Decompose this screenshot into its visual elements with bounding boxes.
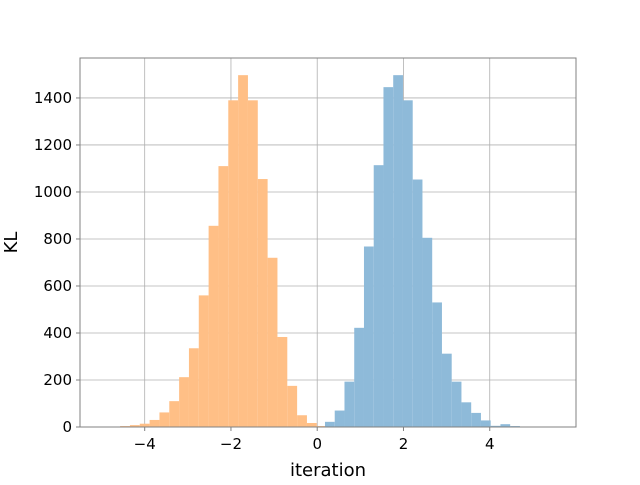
y-tick-label: 0 [62, 418, 72, 436]
x-tick-label: 2 [399, 435, 409, 453]
histogram-bar-series-1 [199, 295, 209, 427]
x-axis-label: iteration [290, 460, 366, 480]
histogram-bar-series-2 [335, 411, 345, 427]
histogram-bar-series-1 [297, 415, 307, 427]
y-axis-label: KL [1, 232, 22, 254]
histogram-bar-series-1 [238, 75, 248, 427]
histogram-bar-series-1 [209, 226, 219, 427]
histogram-bar-series-1 [159, 412, 169, 427]
plot-frame [80, 58, 576, 427]
histogram-bar-series-1 [258, 179, 268, 427]
histogram-bar-series-2 [374, 165, 384, 427]
grid-layer [80, 58, 576, 427]
histogram-bar-series-2 [364, 246, 374, 427]
y-tick-label: 1200 [34, 136, 72, 154]
x-tick-label: −4 [134, 435, 156, 453]
histogram-bar-series-2 [403, 100, 413, 427]
histogram-bar-series-1 [228, 100, 238, 427]
histogram-bar-series-2 [325, 422, 335, 427]
bars-layer [120, 75, 520, 427]
histogram-bar-series-2 [393, 75, 403, 427]
histogram-bar-series-1 [248, 100, 258, 427]
histogram-bar-series-1 [287, 386, 297, 427]
y-tick-label: 1000 [34, 183, 72, 201]
histogram-bar-series-2 [383, 87, 393, 427]
y-tick-label: 200 [43, 371, 72, 389]
x-tick-label: 0 [312, 435, 322, 453]
histogram-bar-series-2 [442, 354, 452, 427]
histogram-bar-series-2 [413, 180, 423, 427]
y-tick-label: 1400 [34, 89, 72, 107]
x-tick-label: 4 [485, 435, 495, 453]
x-tick-label: −2 [220, 435, 242, 453]
y-tick-label: 600 [43, 277, 72, 295]
histogram-bar-series-2 [344, 382, 354, 427]
histogram-bar-series-2 [461, 402, 471, 427]
histogram-bar-series-2 [422, 238, 432, 427]
histogram-bar-series-1 [268, 258, 278, 427]
histogram-bar-series-1 [277, 337, 287, 427]
y-tick-label: 400 [43, 324, 72, 342]
histogram-bar-series-1 [150, 420, 160, 427]
histogram-bar-series-2 [471, 413, 481, 427]
histogram-bar-series-1 [179, 377, 189, 427]
histogram-bar-series-1 [307, 423, 317, 427]
y-tick-label: 800 [43, 230, 72, 248]
histogram-bar-series-2 [452, 382, 462, 427]
axes-layer: −4 −2 0 2 4 0 200 400 600 800 1000 1200 1400 [34, 58, 576, 453]
histogram-bar-series-1 [169, 401, 179, 427]
histogram-bar-series-1 [189, 348, 199, 427]
histogram-bar-series-2 [481, 420, 491, 427]
histogram-bar-series-1 [218, 166, 228, 427]
histogram-bar-series-2 [432, 302, 442, 427]
histogram-bar-series-2 [354, 328, 364, 427]
